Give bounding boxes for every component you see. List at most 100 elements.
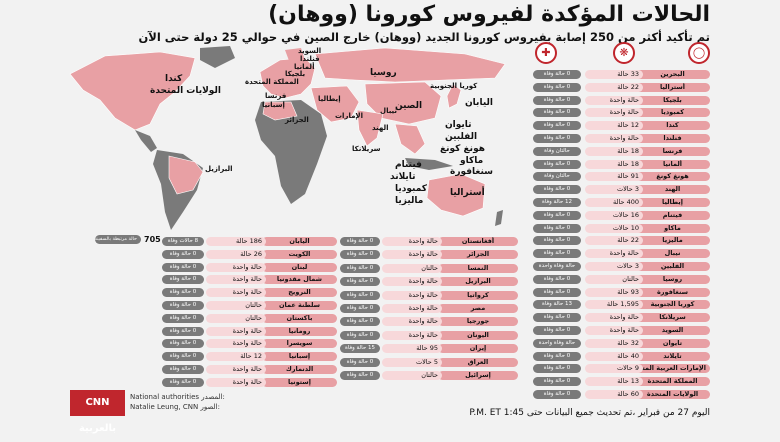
country-cell: فيتنام [635,210,710,220]
map-label-nepal: نيبال [380,107,398,115]
cases-cell: 5 حالات [382,357,442,367]
cases-cell: حالتان [206,313,266,323]
deaths-cell: 0 حالة وفاة [340,371,380,380]
country-cell: كندا [635,121,710,131]
table-row: باكستان حالتان 0 حالة وفاة [162,313,337,323]
map-china [364,81,442,125]
cases-cell: حالة واحدة [206,365,266,374]
country-cell: كرواتيا [438,290,518,300]
country-cell: هونغ كونغ [635,172,710,182]
cases-cell: حالة واحدة [585,95,643,105]
table-row: لبنان حالة واحدة 0 حالة وفاة [162,262,337,272]
deaths-cell: 0 حالة وفاة [533,351,581,361]
table-row: الهند 3 حالات 0 حالة وفاة [533,185,710,195]
map-label-japan: اليابان [465,98,493,108]
cases-cell: 91 حالة [585,172,643,182]
cases-cell: 22 حالة [585,82,643,92]
deaths-cell: 0 حالة وفاة [533,82,581,92]
country-cell: العراق [438,357,518,367]
country-cell: لبنان [262,262,337,272]
update-note: اليوم 27 من فبراير ،تم تحديث جميع البيان… [469,408,710,418]
country-cell: المملكة المتحدة [635,377,710,387]
cases-cell: 1,595 حالة [585,300,643,310]
table-row: اليابان 186 حالة 8 حالات وفاة [162,237,337,246]
deaths-cell: 15 حالة وفاة [340,344,380,354]
cases-cell: حالة واحدة [585,108,643,118]
deaths-cell: 0 حالة وفاة [340,317,380,327]
table-row: الولايات المتحدة 60 حالة 0 حالة وفاة [533,390,710,399]
country-cell: إسبانيا [262,352,337,362]
map-japan [446,83,462,109]
country-cell: سلطنة عمان [262,301,337,310]
deaths-cell: 0 حالة وفاة [533,313,581,323]
country-cell: نيبال [635,249,710,259]
map-label-algeria: الجزائر [285,116,309,124]
map-label-finland: فنلندا [300,55,320,63]
map-north-america [69,51,196,131]
country-cell: رومانيا [262,326,337,336]
cases-cell: 3 حالات [585,185,643,195]
photo-value: Natalie Leung, CNN [130,403,199,411]
virus-icon: ❋ [613,42,635,64]
cases-cell: 93 حالة [585,287,643,297]
cases-cell: 12 حالة [206,352,266,362]
table-row: ألمانيا 18 حالة 0 حالة وفاة [533,159,710,169]
table-row: النمسا حالتان 0 حالة وفاة [340,263,518,273]
country-cell: إيطاليا [635,198,710,207]
deaths-cell: 13 حالة وفاة [533,300,581,310]
country-cell: سويسرا [262,339,337,349]
globe-icon: ◯ [688,42,710,64]
deaths-cell: 0 حالة وفاة [533,274,581,284]
map-southeast-asia [394,123,426,155]
table-row: فنلندا حالة واحدة 0 حالة وفاة [533,134,710,143]
cases-cell: حالة واحدة [585,326,643,335]
cases-cell: 18 حالة [585,159,643,169]
country-cell: أفغانستان [438,237,518,246]
table-row: ماكاو 10 حالات 0 حالة وفاة [533,223,710,233]
deaths-cell: حالتان وفاة [533,172,581,182]
source-value: National authorities [130,393,200,401]
country-cell: النمسا [438,263,518,273]
country-cell: شمال مقدونيا [262,275,337,285]
map-indonesia [405,158,453,170]
country-cell: مصر [438,304,518,313]
map-russia [314,47,506,83]
country-cell: ماكاو [635,223,710,233]
map-label-macau: ماكاو [460,156,484,166]
map-new-zealand [495,210,503,226]
deaths-cell: 0 حالة وفاة [533,377,581,387]
country-cell: البرازيل [438,277,518,287]
cruise-ship-entry: 705 حالة مرتبطة بالسفينة البحرية [95,235,165,244]
cases-cell: حالة واحدة [585,249,643,259]
country-cell: البحرين [635,70,710,79]
country-cell: فرنسا [635,146,710,156]
country-cell: السويد [635,326,710,335]
map-label-uk: المملكة المتحدة [245,78,299,86]
table-row: إيطاليا 400 حالة 12 حالة وفاة [533,198,710,207]
cases-cell: حالة واحدة [585,313,643,323]
cruise-ship-count: 705 [144,235,161,244]
deaths-cell: 0 حالة وفاة [340,290,380,300]
country-cell: الدنمارك [262,365,337,374]
deaths-cell: 0 حالة وفاة [533,390,581,399]
deaths-cell: حالة وفاة واحدة [533,338,581,348]
cases-cell: حالة واحدة [585,134,643,143]
map-label-malaysia: ماليزيا [395,196,424,206]
deaths-cell: 0 حالة وفاة [162,301,204,310]
table-row: فرنسا 18 حالة حالتان وفاة [533,146,710,156]
table-row: كندا 12 حالة 0 حالة وفاة [533,121,710,131]
map-label-hongkong: هونغ كونغ [440,144,485,154]
cases-cell: 18 حالة [585,146,643,156]
country-cell: تايوان [635,338,710,348]
cases-cell: حالة واحدة [382,290,442,300]
cases-cell: حالة واحدة [206,339,266,349]
table-row: بلجيكا حالة واحدة 0 حالة وفاة [533,95,710,105]
map-india [356,109,384,147]
map-north-africa-highlight [262,101,298,121]
deaths-cell: 0 حالة وفاة [533,326,581,335]
cases-cell: حالة واحدة [206,262,266,272]
table-row: العراق 5 حالات 0 حالة وفاة [340,357,518,367]
country-cell: أستراليا [635,82,710,92]
deaths-cell: 8 حالات وفاة [162,237,204,246]
map-label-italy: إيطاليا [318,95,341,103]
